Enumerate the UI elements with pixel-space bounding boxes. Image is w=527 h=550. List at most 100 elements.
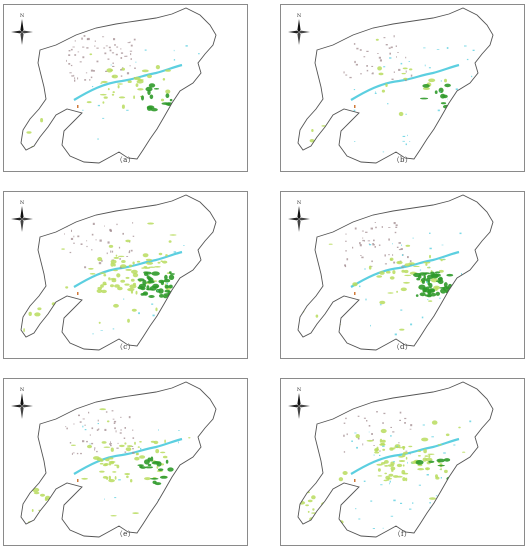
map-panel-d: N （d） xyxy=(280,191,525,359)
vegetation-patch xyxy=(44,138,50,141)
built-patch xyxy=(128,416,131,419)
orange-patch xyxy=(354,105,356,108)
vegetation-patch xyxy=(396,475,403,478)
vegetation-patch xyxy=(132,512,139,514)
vegetation-patch xyxy=(110,284,114,288)
vegetation-patch xyxy=(107,88,110,91)
built-patch xyxy=(366,69,369,72)
water-patch xyxy=(466,58,469,61)
built-patch xyxy=(384,263,387,265)
map-panel-f: N （f） xyxy=(280,378,525,546)
map-panel-b: N （b） xyxy=(280,4,525,172)
vegetation-patch xyxy=(392,270,396,275)
built-patch xyxy=(71,453,73,455)
dense-vegetation-patch xyxy=(415,294,419,297)
north-letter: N xyxy=(297,387,302,393)
built-patch xyxy=(385,44,388,46)
vegetation-patch xyxy=(135,290,138,295)
built-patch xyxy=(373,445,375,446)
water-patch xyxy=(201,280,204,283)
built-patch xyxy=(77,77,79,80)
dense-vegetation-patch xyxy=(434,271,441,274)
dense-vegetation-patch xyxy=(165,93,170,98)
dense-vegetation-patch xyxy=(144,466,154,469)
built-patch xyxy=(362,237,364,239)
built-patch xyxy=(119,266,123,269)
vegetation-patch xyxy=(402,477,406,482)
vegetation-patch xyxy=(165,254,168,257)
built-patch xyxy=(371,260,373,263)
built-patch xyxy=(94,447,96,449)
dense-vegetation-patch xyxy=(164,284,170,289)
water-patch xyxy=(382,151,385,153)
water-patch xyxy=(171,517,174,519)
built-patch xyxy=(81,37,83,40)
built-patch xyxy=(368,243,370,245)
water-patch xyxy=(140,447,142,450)
vegetation-patch xyxy=(132,273,139,278)
built-patch xyxy=(109,443,112,445)
built-patch xyxy=(105,45,108,47)
map-panel-a: N （a） xyxy=(3,4,248,172)
vegetation-patch xyxy=(158,252,163,256)
vegetation-patch xyxy=(126,475,129,479)
built-patch xyxy=(352,246,354,249)
north-letter: N xyxy=(20,13,25,19)
built-patch xyxy=(123,437,126,439)
water-patch xyxy=(380,484,383,486)
water-patch xyxy=(449,138,452,140)
vegetation-patch xyxy=(387,292,394,294)
vegetation-patch xyxy=(53,333,58,336)
vegetation-patch xyxy=(127,288,135,292)
water-patch xyxy=(183,485,185,486)
dense-vegetation-patch xyxy=(164,274,168,280)
built-patch xyxy=(97,419,99,422)
built-patch xyxy=(134,67,136,69)
built-patch xyxy=(72,46,75,48)
vegetation-patch xyxy=(398,460,406,462)
vegetation-patch xyxy=(389,447,394,451)
vegetation-patch xyxy=(54,331,58,336)
vegetation-patch xyxy=(381,89,385,93)
vegetation-patch xyxy=(398,455,404,458)
water-patch xyxy=(372,528,375,529)
vegetation-patch xyxy=(125,447,132,452)
dense-vegetation-patch xyxy=(419,292,426,297)
built-patch xyxy=(132,451,135,454)
vegetation-patch xyxy=(403,77,408,80)
built-patch xyxy=(398,242,401,244)
vegetation-patch xyxy=(113,263,116,267)
vegetation-patch xyxy=(335,321,339,325)
dense-vegetation-patch xyxy=(147,457,152,462)
built-patch xyxy=(378,56,381,59)
water-patch xyxy=(389,482,390,485)
vegetation-patch xyxy=(103,274,107,277)
water-patch xyxy=(458,502,460,504)
vegetation-patch xyxy=(42,322,47,326)
vegetation-patch xyxy=(155,307,158,312)
water-patch xyxy=(152,314,155,317)
built-patch xyxy=(388,227,391,228)
north-letter: N xyxy=(297,200,302,206)
vegetation-patch xyxy=(444,78,447,83)
water-patch xyxy=(194,133,196,135)
region-map xyxy=(297,194,494,351)
water-patch xyxy=(466,96,470,98)
built-patch xyxy=(117,442,119,444)
vegetation-patch xyxy=(34,312,41,317)
vegetation-patch xyxy=(317,330,324,332)
vegetation-patch xyxy=(87,444,92,449)
vegetation-patch xyxy=(408,262,415,265)
built-patch xyxy=(80,452,82,455)
vegetation-patch xyxy=(130,479,133,483)
built-patch xyxy=(113,422,116,424)
water-patch xyxy=(355,508,357,510)
built-patch xyxy=(343,422,346,424)
vegetation-patch xyxy=(307,510,310,513)
water-patch xyxy=(400,309,403,311)
vegetation-patch xyxy=(401,72,406,75)
water-patch xyxy=(478,254,480,256)
dense-vegetation-patch xyxy=(420,97,429,100)
vegetation-patch xyxy=(390,258,392,261)
built-patch xyxy=(68,63,71,65)
